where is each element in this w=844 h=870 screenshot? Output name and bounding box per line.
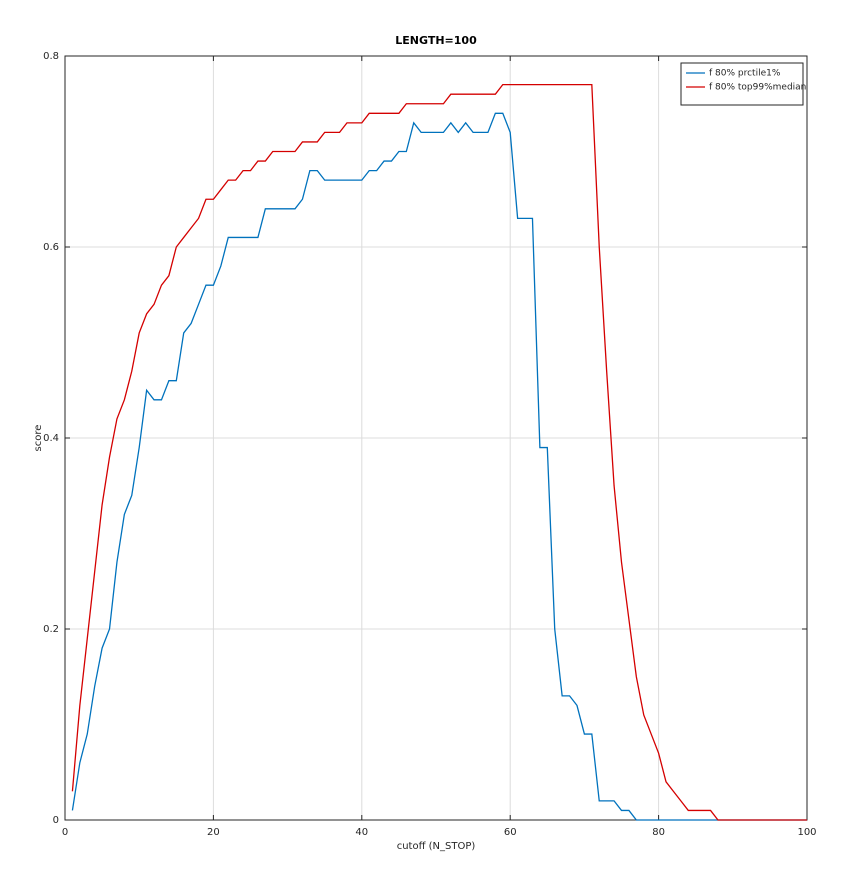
x-tick-label: 20 [207, 827, 220, 838]
x-tick-label: 40 [355, 827, 368, 838]
x-tick-label: 60 [504, 827, 517, 838]
series-line [71, 84, 807, 821]
y-tick-label: 0.2 [43, 624, 59, 635]
series-line [71, 112, 807, 821]
x-tick-label: 100 [797, 827, 816, 838]
y-tick-label: 0.8 [43, 51, 59, 62]
legend-box [680, 62, 804, 106]
y-axis-label: score [33, 425, 44, 452]
plot-frame [64, 55, 808, 821]
chart-title: LENGTH=100 [395, 34, 477, 47]
y-tick-label: 0 [53, 815, 59, 826]
legend-label: f 80% top99%median [709, 83, 806, 93]
legend-label: f 80% prctile1% [709, 69, 781, 79]
y-tick-label: 0.4 [43, 433, 59, 444]
x-tick-label: 0 [62, 827, 68, 838]
x-tick-label: 80 [652, 827, 665, 838]
y-tick-label: 0.6 [43, 242, 59, 253]
x-axis-label: cutoff (N_STOP) [397, 841, 476, 852]
